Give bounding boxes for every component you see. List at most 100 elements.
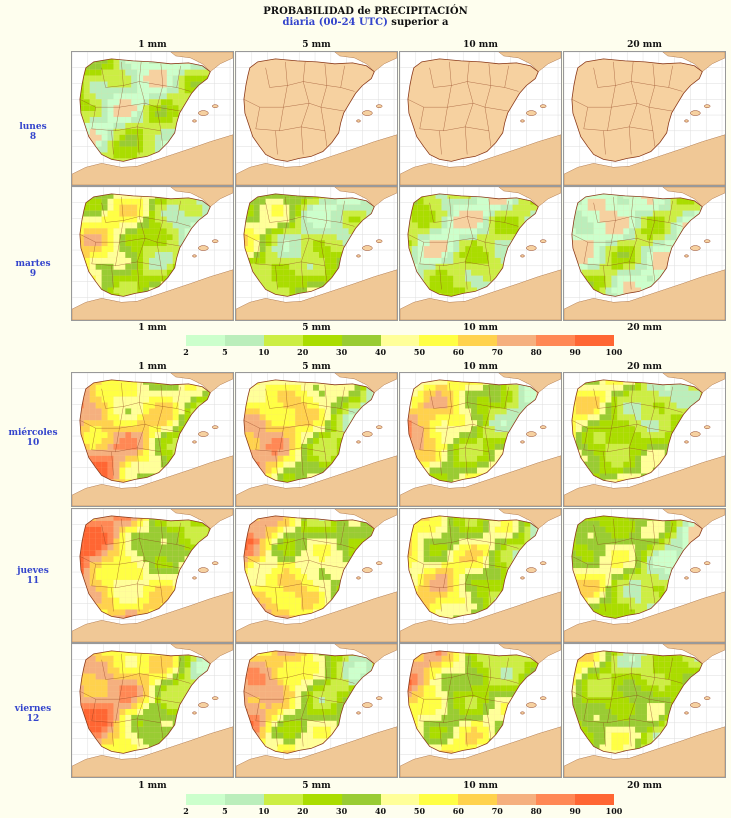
day-date: 10 (26, 438, 40, 448)
legend-tick-label: 80 (530, 347, 542, 357)
column-label-1mm-bottom: 1 mm (138, 781, 167, 791)
row-label-martes: martes 9 (0, 259, 66, 279)
legend-tick-label: 30 (336, 806, 348, 816)
legend-swatch (263, 794, 303, 805)
row-label-viernes: viernes 12 (0, 704, 66, 724)
column-label-20mm-group2: 20 mm (627, 362, 662, 372)
chart-subtitle: diaria (00-24 UTC) superior a (0, 17, 731, 28)
legend-swatch (419, 794, 459, 805)
map-panel-lunes-1mm (71, 51, 234, 186)
day-date: 11 (26, 576, 40, 586)
legend-swatch (497, 335, 537, 346)
legend-tick-label: 2 (183, 347, 189, 357)
legend-swatch (341, 794, 381, 805)
column-label-1mm-group2: 1 mm (138, 362, 167, 372)
legend-bar (186, 794, 614, 805)
legend-swatch (302, 335, 342, 346)
subtitle-rest: superior a (387, 17, 449, 28)
legend-swatch (302, 794, 342, 805)
map-panel-martes-1mm (71, 186, 234, 321)
map-panel-lunes-10mm (399, 51, 562, 186)
legend-tick-label: 70 (491, 806, 503, 816)
legend-tick-label: 90 (569, 347, 581, 357)
map-panel-miércoles-20mm (563, 372, 726, 507)
map-panel-viernes-20mm (563, 643, 726, 778)
column-label-20mm-top: 20 mm (627, 40, 662, 50)
legend-swatch (263, 335, 303, 346)
day-name: viernes (14, 704, 52, 714)
map-panel-jueves-10mm (399, 508, 562, 643)
day-name: lunes (19, 122, 47, 132)
map-panel-lunes-5mm (235, 51, 398, 186)
legend-swatch (380, 335, 420, 346)
row-label-jueves: jueves 11 (0, 566, 66, 586)
day-name: jueves (17, 566, 49, 576)
legend-swatch (224, 794, 264, 805)
legend-swatch (380, 794, 420, 805)
legend-tick-label: 5 (222, 806, 228, 816)
subtitle-period: diaria (00-24 UTC) (282, 17, 388, 28)
color-legend-bottom: 2 5 10 20 30 40 50 60 70 80 90 100 (183, 794, 626, 816)
column-label-5mm-top: 5 mm (302, 40, 331, 50)
map-panel-miércoles-1mm (71, 372, 234, 507)
column-label-5mm-mid: 5 mm (302, 323, 331, 333)
legend-swatch (458, 794, 498, 805)
legend-tick-label: 100 (605, 347, 623, 357)
legend-swatch (419, 335, 459, 346)
legend-swatch (575, 335, 614, 346)
column-label-20mm-bottom: 20 mm (627, 781, 662, 791)
day-name: miércoles (8, 428, 58, 438)
legend-swatch (536, 794, 576, 805)
legend-swatch (497, 794, 537, 805)
day-name: martes (15, 259, 51, 269)
legend-swatch (458, 335, 498, 346)
color-legend-top: 2 5 10 20 30 40 50 60 70 80 90 100 (183, 335, 626, 357)
legend-tick-label: 40 (374, 806, 387, 816)
legend-bar (186, 335, 614, 346)
map-panel-miércoles-10mm (399, 372, 562, 507)
legend-tick-label: 80 (530, 806, 542, 816)
column-label-10mm-top: 10 mm (463, 40, 498, 50)
map-panel-jueves-5mm (235, 508, 398, 643)
map-panel-miércoles-5mm (235, 372, 398, 507)
legend-swatch (186, 794, 225, 805)
column-label-1mm-top: 1 mm (138, 40, 167, 50)
legend-tick-label: 90 (569, 806, 581, 816)
legend-tick-label: 60 (452, 347, 464, 357)
legend-ticks: 2 5 10 20 30 40 50 60 70 80 90 100 (183, 805, 626, 816)
map-panel-martes-10mm (399, 186, 562, 321)
column-label-5mm-bottom: 5 mm (302, 781, 331, 791)
column-label-5mm-group2: 5 mm (302, 362, 331, 372)
legend-tick-label: 60 (452, 806, 464, 816)
legend-swatch (341, 335, 381, 346)
legend-tick-label: 40 (374, 347, 387, 357)
legend-tick-label: 5 (222, 347, 228, 357)
map-panel-viernes-10mm (399, 643, 562, 778)
legend-tick-label: 30 (336, 347, 348, 357)
legend-tick-label: 20 (297, 347, 309, 357)
chart-title: PROBABILIDAD de PRECIPITACIÓN (263, 6, 468, 17)
map-panel-viernes-5mm (235, 643, 398, 778)
day-date: 8 (29, 132, 37, 142)
column-label-10mm-mid: 10 mm (463, 323, 498, 333)
map-panel-jueves-20mm (563, 508, 726, 643)
legend-swatch (224, 335, 264, 346)
map-panel-martes-5mm (235, 186, 398, 321)
legend-swatch (536, 335, 576, 346)
legend-tick-label: 50 (413, 806, 426, 816)
legend-swatch (575, 794, 614, 805)
column-label-10mm-group2: 10 mm (463, 362, 498, 372)
map-panel-viernes-1mm (71, 643, 234, 778)
row-label-miercoles: miércoles 10 (0, 428, 66, 448)
row-label-lunes: lunes 8 (0, 122, 66, 142)
legend-swatch (186, 335, 225, 346)
column-label-1mm-mid: 1 mm (138, 323, 167, 333)
map-panel-jueves-1mm (71, 508, 234, 643)
legend-tick-label: 10 (258, 347, 270, 357)
legend-tick-label: 50 (413, 347, 426, 357)
legend-tick-label: 2 (183, 806, 189, 816)
map-panel-martes-20mm (563, 186, 726, 321)
legend-tick-label: 70 (491, 347, 503, 357)
map-panel-lunes-20mm (563, 51, 726, 186)
column-label-10mm-bottom: 10 mm (463, 781, 498, 791)
